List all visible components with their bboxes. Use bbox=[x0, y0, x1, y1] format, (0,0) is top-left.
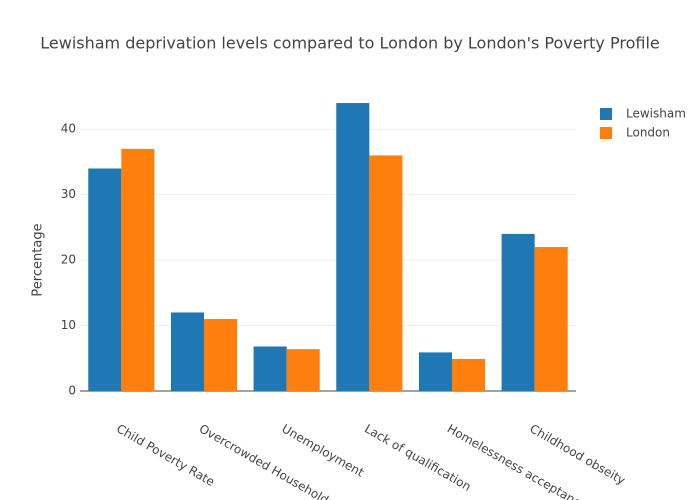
bar bbox=[369, 155, 403, 391]
y-tick-label: 40 bbox=[61, 122, 76, 136]
bar bbox=[501, 233, 535, 391]
bar bbox=[336, 103, 370, 392]
x-tick-label: Unemployment bbox=[279, 422, 366, 480]
bar bbox=[286, 349, 320, 391]
y-axis-label: Percentage bbox=[31, 223, 46, 296]
legend-label: London bbox=[626, 126, 670, 140]
legend-swatch bbox=[600, 108, 612, 120]
y-tick-label: 30 bbox=[61, 187, 76, 201]
bar bbox=[204, 319, 238, 391]
bar bbox=[418, 352, 452, 391]
x-tick-label: Overcrowded Households bbox=[197, 422, 337, 500]
bar bbox=[121, 148, 155, 391]
y-tick-label: 0 bbox=[68, 384, 76, 398]
bar bbox=[534, 247, 568, 391]
bar bbox=[170, 312, 204, 391]
y-tick-label: 10 bbox=[61, 318, 76, 332]
chart-title: Lewisham deprivation levels compared to … bbox=[40, 34, 659, 53]
bar bbox=[452, 358, 486, 391]
bar bbox=[253, 346, 287, 391]
legend-swatch bbox=[600, 127, 612, 139]
y-tick-label: 20 bbox=[61, 253, 76, 267]
legend-label: Lewisham bbox=[626, 107, 686, 121]
bar bbox=[88, 168, 122, 391]
